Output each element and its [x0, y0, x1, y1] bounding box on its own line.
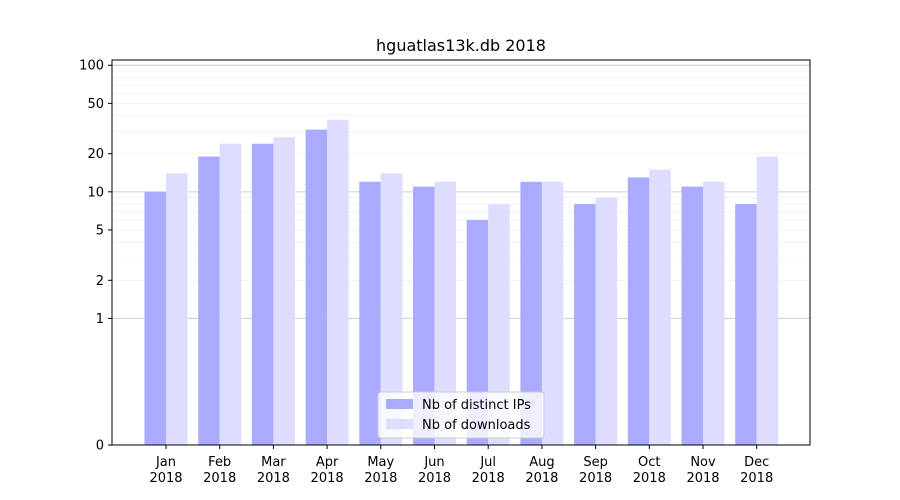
x-tick-label-month: Jul [479, 455, 496, 470]
bar-distinct-ips [466, 219, 489, 445]
x-tick-label-month: Jan [155, 455, 176, 470]
legend-swatch [386, 419, 413, 429]
x-tick-label-month: Apr [316, 455, 339, 470]
x-tick-label-year: 2018 [311, 471, 344, 486]
x-tick-label-year: 2018 [149, 471, 182, 486]
x-tick-label-month: Oct [638, 455, 660, 470]
bar-distinct-ips [681, 186, 703, 446]
x-tick-label-year: 2018 [579, 471, 612, 486]
x-tick-label-year: 2018 [418, 471, 451, 486]
x-tick-label-year: 2018 [364, 471, 397, 486]
legend: Nb of distinct IPs Nb of downloads [377, 391, 545, 439]
y-tick-label: 5 [96, 223, 104, 238]
legend-label: Nb of downloads [422, 418, 531, 433]
bar-distinct-ips [144, 191, 166, 445]
y-tick-label: 10 [87, 185, 104, 200]
bars [144, 119, 779, 446]
bar-distinct-ips [735, 204, 757, 445]
x-tick-label-year: 2018 [472, 471, 505, 486]
y-tick-label: 100 [79, 59, 104, 74]
bar-downloads [380, 173, 403, 445]
x-tick-label-year: 2018 [257, 471, 290, 486]
plot-frame [111, 59, 811, 446]
bar-downloads [488, 204, 510, 445]
x-tick-label-month: Jun [423, 455, 444, 470]
bar-downloads [595, 197, 618, 445]
bar-distinct-ips [627, 177, 650, 446]
x-tick-label-year: 2018 [203, 471, 236, 486]
bar-downloads [166, 173, 188, 445]
bar-distinct-ips [413, 186, 435, 446]
bar-distinct-ips [359, 181, 381, 445]
x-tick-label-month: Sep [583, 455, 608, 470]
y-tick-label: 50 [87, 97, 104, 112]
bar-downloads [273, 137, 295, 446]
legend-swatch [386, 399, 413, 409]
bar-distinct-ips [198, 156, 220, 446]
x-tick-label-year: 2018 [740, 471, 773, 486]
bar-downloads [649, 169, 671, 445]
y-tick-label: 0 [96, 439, 104, 454]
bar-downloads [327, 119, 349, 445]
x-tick-label-year: 2018 [686, 471, 719, 486]
y-tick-label: 2 [96, 274, 104, 289]
x-tick-label-month: Nov [690, 455, 716, 470]
x-tick-label-month: Mar [261, 455, 286, 470]
bar-downloads [756, 156, 779, 446]
bar-distinct-ips [305, 129, 328, 445]
x-tick-label-month: May [367, 455, 394, 470]
bar-downloads [219, 143, 242, 445]
x-tick-label-year: 2018 [525, 471, 558, 486]
bar-downloads [541, 181, 564, 445]
y-tick-label: 1 [96, 312, 104, 327]
bar-downloads [434, 181, 456, 445]
x-tick-label-month: Dec [744, 455, 769, 470]
axes: 0125102050100Jan2018Feb2018Mar2018Apr201… [79, 59, 811, 486]
bar-downloads [703, 181, 725, 445]
x-tick-label-month: Aug [529, 455, 554, 470]
x-tick-label-month: Feb [208, 455, 231, 470]
bar-distinct-ips [251, 143, 274, 445]
bar-distinct-ips [574, 204, 596, 445]
chart-title: hguatlas13k.db 2018 [376, 36, 546, 55]
legend-label: Nb of distinct IPs [422, 398, 531, 413]
x-tick-label-year: 2018 [633, 471, 666, 486]
legend-box [377, 391, 545, 439]
bar-distinct-ips [520, 181, 542, 445]
y-tick-label: 20 [87, 147, 104, 162]
